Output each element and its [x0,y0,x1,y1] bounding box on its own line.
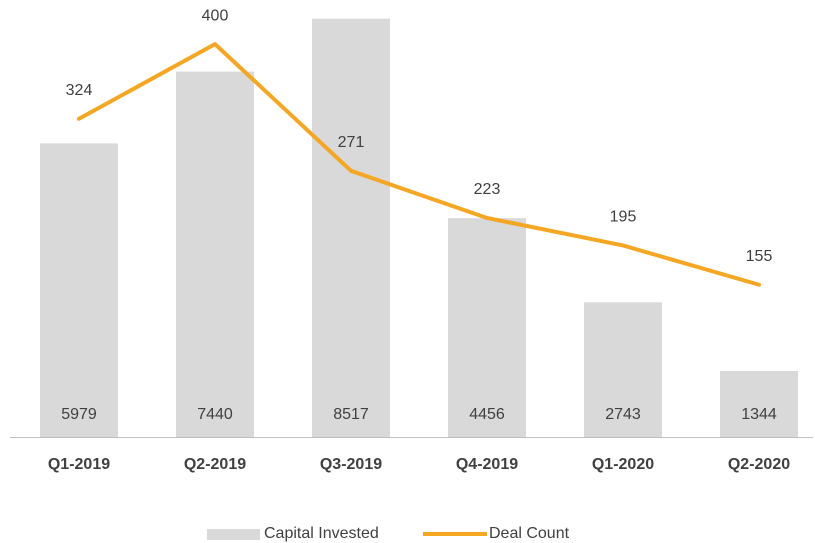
line-value-label: 195 [610,209,637,226]
bar-value-label: 4456 [469,406,505,423]
bar [584,302,662,437]
bar-value-label: 1344 [741,406,777,423]
line-value-label: 324 [66,82,93,99]
legend-swatch [207,529,260,540]
bar-value-label: 2743 [605,406,641,423]
x-tick-label: Q1-2020 [592,456,654,473]
line [77,42,761,287]
x-tick-label: Q2-2019 [184,456,246,473]
x-tick-label: Q4-2019 [456,456,518,473]
bar [40,143,118,437]
line-value-label: 155 [746,248,773,265]
bar [312,18,390,437]
x-tick-label: Q3-2019 [320,456,382,473]
bar [176,71,254,437]
bar-value-label: 8517 [333,406,369,423]
line-value-label: 400 [202,7,229,24]
line-value-label: 223 [474,181,501,198]
bar [448,218,526,437]
line-value-label: 271 [338,134,365,151]
legend-label: Capital Invested [264,525,379,542]
bar [720,370,798,437]
legend-label: Deal Count [489,525,570,542]
bar-value-label: 5979 [61,406,97,423]
x-tick-label: Q1-2019 [48,456,110,473]
bar-value-label: 7440 [197,406,233,423]
x-tick-label: Q2-2020 [728,456,790,473]
